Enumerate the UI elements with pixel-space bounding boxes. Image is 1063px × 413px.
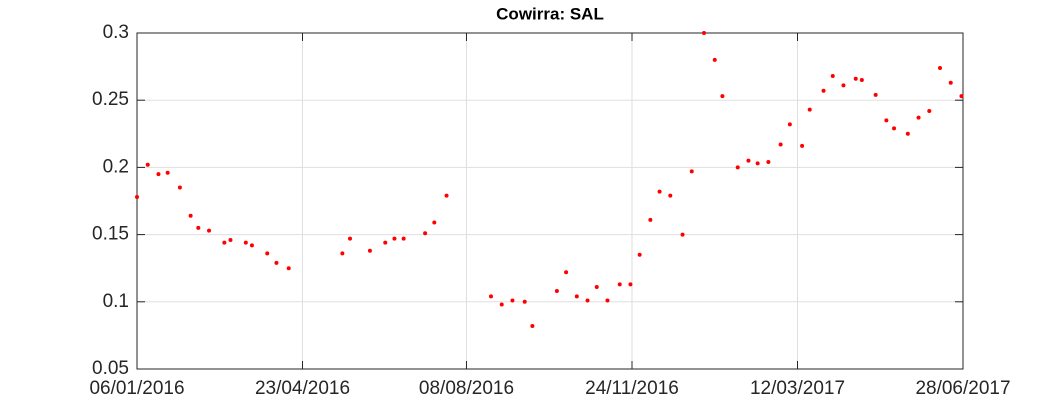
x-tick-label: 12/03/2017 — [750, 378, 845, 399]
point — [605, 298, 610, 303]
point — [830, 74, 835, 79]
point — [574, 294, 579, 299]
point — [165, 170, 170, 175]
point — [265, 251, 270, 256]
point — [286, 266, 291, 271]
point — [156, 172, 161, 177]
point — [444, 193, 449, 198]
point — [938, 65, 943, 70]
point — [522, 299, 527, 304]
point — [637, 252, 642, 257]
point — [720, 94, 725, 99]
point — [948, 80, 953, 85]
point — [702, 31, 707, 35]
point — [841, 83, 846, 88]
point — [617, 282, 622, 287]
point — [689, 169, 694, 174]
point — [383, 240, 388, 245]
point — [680, 232, 685, 237]
point — [489, 294, 493, 299]
point — [778, 142, 783, 147]
point — [884, 118, 889, 123]
x-tick-label: 28/06/2017 — [915, 378, 1010, 399]
y-tick-label: 0.25 — [92, 89, 129, 110]
point — [594, 285, 599, 290]
chart-title: Cowirra: SAL — [496, 4, 604, 23]
point — [859, 78, 864, 83]
point — [905, 131, 910, 136]
point — [821, 88, 826, 93]
point — [243, 240, 248, 245]
point — [755, 161, 760, 166]
plot-frame — [136, 32, 964, 370]
y-tick-label: 0.1 — [103, 291, 129, 312]
point — [401, 236, 406, 241]
point — [188, 213, 193, 218]
point — [712, 57, 717, 62]
point — [916, 115, 921, 120]
point — [196, 225, 201, 230]
y-tick-label: 0.15 — [92, 224, 129, 245]
point — [746, 158, 751, 163]
point — [530, 323, 535, 328]
point — [367, 248, 372, 253]
x-tick-label: 23/04/2016 — [255, 378, 350, 399]
point — [668, 193, 673, 198]
point — [510, 298, 515, 303]
point — [135, 194, 139, 199]
point — [392, 236, 397, 241]
point — [657, 189, 662, 194]
point — [228, 237, 233, 242]
point — [585, 298, 590, 303]
point — [892, 126, 897, 131]
y-tick-label: 0.3 — [103, 22, 129, 43]
point — [207, 228, 212, 233]
point — [800, 143, 805, 148]
point — [423, 231, 428, 236]
point — [853, 76, 858, 81]
point — [807, 107, 812, 112]
x-tick-label: 06/01/2016 — [89, 378, 184, 399]
point — [340, 251, 345, 256]
point — [432, 220, 437, 225]
point — [177, 185, 182, 190]
point — [564, 270, 569, 275]
point — [648, 217, 653, 222]
point — [873, 92, 878, 97]
point — [348, 236, 353, 241]
point — [554, 289, 559, 294]
point — [735, 165, 740, 170]
point — [249, 243, 254, 248]
point — [959, 94, 964, 99]
y-tick-label: 0.2 — [103, 156, 129, 177]
point — [274, 260, 279, 265]
point — [499, 302, 504, 307]
y-tick-label: 0.05 — [92, 358, 129, 379]
point — [927, 108, 932, 113]
point — [145, 162, 150, 167]
point — [222, 240, 227, 245]
x-tick-label: 24/11/2016 — [585, 378, 679, 399]
point — [766, 160, 771, 165]
point — [787, 122, 792, 127]
x-tick-label: 08/08/2016 — [419, 378, 514, 399]
point — [628, 282, 633, 287]
